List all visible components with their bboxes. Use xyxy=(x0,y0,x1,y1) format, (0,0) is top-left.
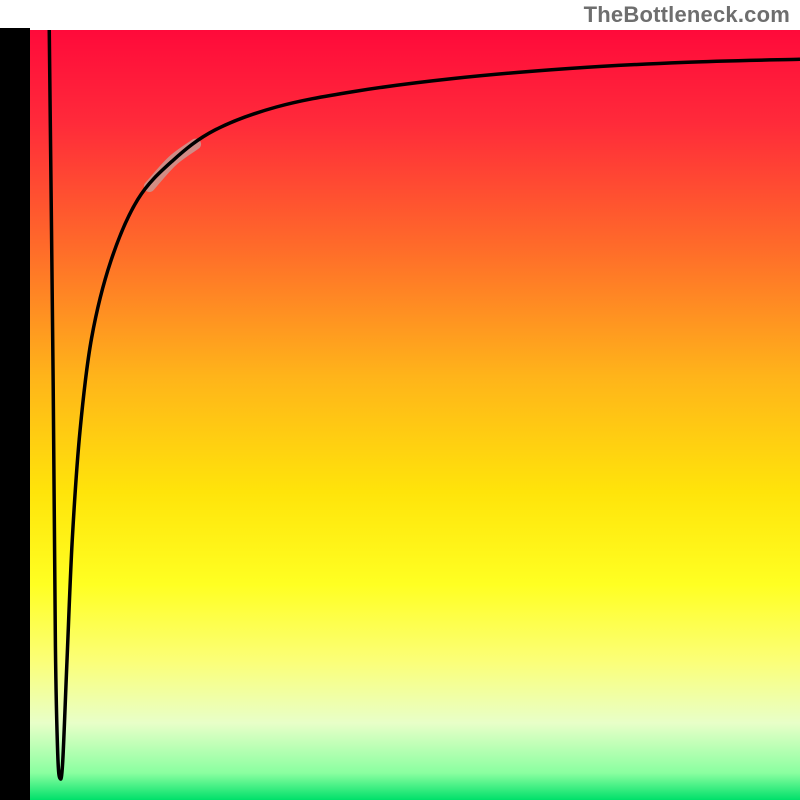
chart-svg xyxy=(0,0,800,800)
watermark-text: TheBottleneck.com xyxy=(584,2,790,28)
chart-root: { "watermark": { "text": "TheBottleneck.… xyxy=(0,0,800,800)
frame-left-3 xyxy=(0,0,30,800)
plot-background xyxy=(30,30,800,800)
